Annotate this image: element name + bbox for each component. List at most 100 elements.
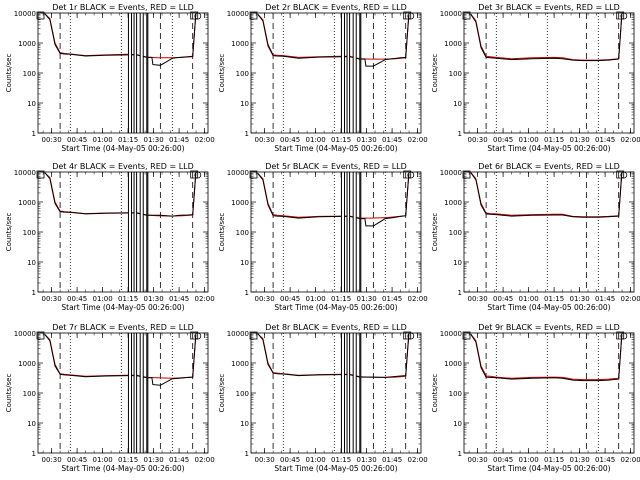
chart-panel: Det 4r BLACK = Events, RED = LLD 1 10 100 10… — [5, 162, 215, 312]
y-tick-label: 10 — [240, 259, 249, 267]
end-circle-marker — [620, 12, 628, 20]
y-tick-label: 1 — [32, 289, 36, 297]
x-tick-label: 01:30 — [144, 456, 164, 464]
end-circle-marker — [407, 171, 415, 179]
x-tick-label: 02:00 — [621, 136, 640, 144]
y-tick-label: 10 — [240, 100, 249, 108]
data-gap-mask — [146, 14, 148, 132]
x-tick-label: 00:30 — [255, 295, 275, 303]
y-tick-label: 10 — [240, 420, 249, 428]
y-tick-label: 1 — [458, 450, 462, 458]
end-circle-marker — [194, 171, 202, 179]
chart-panel: Det 9r BLACK = Events, RED = LLD 1 10 100 10… — [431, 323, 640, 473]
y-tick-label: 100 — [236, 390, 249, 398]
data-gap-mask — [146, 173, 148, 291]
lld-series-line — [257, 333, 410, 378]
x-tick-label: 01:45 — [595, 295, 615, 303]
y-tick-label: 10000 — [14, 330, 36, 338]
x-tick-label: 01:45 — [382, 136, 402, 144]
x-tick-label: 01:15 — [544, 136, 564, 144]
y-tick-label: 1 — [32, 130, 36, 138]
y-axis-label: Counts/sec — [5, 374, 13, 413]
plot-frame — [250, 332, 422, 454]
plot-frame — [37, 171, 209, 293]
start-square-marker — [36, 11, 45, 20]
y-tick-label: 10000 — [440, 10, 462, 18]
end-circle-marker — [620, 171, 628, 179]
start-square-marker — [462, 170, 471, 179]
plot-frame — [463, 332, 635, 454]
data-gap-mask — [353, 173, 357, 291]
y-tick-label: 1000 — [18, 360, 36, 368]
chart-panel: Det 7r BLACK = Events, RED = LLD 1 10 100 10… — [5, 323, 215, 473]
x-tick-label: 00:45 — [280, 456, 300, 464]
y-tick-label: 100 — [236, 229, 249, 237]
x-tick-label: 01:45 — [595, 456, 615, 464]
y-tick-label: 10000 — [440, 169, 462, 177]
data-gap-mask — [134, 14, 137, 132]
y-axis-label: Counts/sec — [218, 213, 226, 252]
start-square-marker — [249, 331, 258, 340]
y-axis-label: Counts/sec — [431, 54, 439, 93]
x-tick-label: 01:15 — [544, 295, 564, 303]
x-axis-label: Start Time (04-May-05 00:26:00) — [487, 303, 610, 312]
data-gap-mask — [359, 173, 361, 291]
x-tick-label: 01:00 — [306, 136, 326, 144]
plot-frame — [37, 12, 209, 134]
y-tick-label: 100 — [236, 70, 249, 78]
x-tick-label: 00:45 — [493, 136, 513, 144]
chart-panel: Det 6r BLACK = Events, RED = LLD 1 10 100 10… — [431, 162, 640, 312]
y-tick-label: 1 — [245, 130, 249, 138]
end-circle-marker — [194, 12, 202, 20]
y-tick-label: 1000 — [231, 199, 249, 207]
x-tick-label: 01:15 — [118, 456, 138, 464]
y-tick-label: 10000 — [227, 169, 249, 177]
end-square-marker — [190, 331, 199, 340]
y-tick-label: 10000 — [227, 330, 249, 338]
data-gap-mask — [341, 173, 345, 291]
y-tick-label: 10 — [453, 259, 462, 267]
data-gap-mask — [140, 173, 144, 291]
y-tick-label: 10000 — [440, 330, 462, 338]
x-tick-label: 01:30 — [144, 136, 164, 144]
chart-title: Det 6r BLACK = Events, RED = LLD — [478, 162, 620, 171]
end-square-marker — [616, 331, 625, 340]
x-axis-label: Start Time (04-May-05 00:26:00) — [487, 144, 610, 153]
end-circle-marker — [407, 332, 415, 340]
events-series-line — [257, 173, 410, 227]
x-axis-label: Start Time (04-May-05 00:26:00) — [61, 303, 184, 312]
x-tick-label: 01:15 — [544, 456, 564, 464]
end-square-marker — [403, 11, 412, 20]
data-gap-mask — [341, 334, 345, 452]
chart-title: Det 1r BLACK = Events, RED = LLD — [52, 3, 194, 12]
y-tick-label: 10000 — [14, 10, 36, 18]
events-series-line — [470, 172, 623, 218]
x-tick-label: 02:00 — [195, 456, 215, 464]
end-square-marker — [403, 170, 412, 179]
y-axis-label: Counts/sec — [5, 213, 13, 252]
chart-title: Det 9r BLACK = Events, RED = LLD — [478, 323, 620, 332]
y-tick-label: 100 — [23, 70, 36, 78]
x-tick-label: 00:30 — [42, 136, 62, 144]
y-tick-label: 10 — [453, 100, 462, 108]
y-tick-label: 100 — [23, 390, 36, 398]
chart-title: Det 5r BLACK = Events, RED = LLD — [265, 162, 407, 171]
x-tick-label: 01:30 — [570, 456, 590, 464]
end-circle-marker — [407, 12, 415, 20]
x-tick-label: 01:45 — [169, 456, 189, 464]
x-tick-label: 01:00 — [306, 295, 326, 303]
data-gap-mask — [128, 14, 132, 132]
lld-series-line — [470, 172, 623, 218]
x-tick-label: 01:00 — [93, 295, 113, 303]
start-square-marker — [36, 170, 45, 179]
x-tick-label: 00:30 — [468, 295, 488, 303]
x-tick-label: 01:30 — [357, 295, 377, 303]
x-tick-label: 01:45 — [169, 136, 189, 144]
events-series-line — [257, 14, 410, 67]
start-square-marker — [36, 331, 45, 340]
x-tick-label: 01:45 — [382, 295, 402, 303]
events-series-line — [470, 14, 623, 62]
x-tick-label: 01:45 — [382, 456, 402, 464]
x-tick-label: 01:15 — [331, 136, 351, 144]
chart-title: Det 2r BLACK = Events, RED = LLD — [265, 3, 407, 12]
